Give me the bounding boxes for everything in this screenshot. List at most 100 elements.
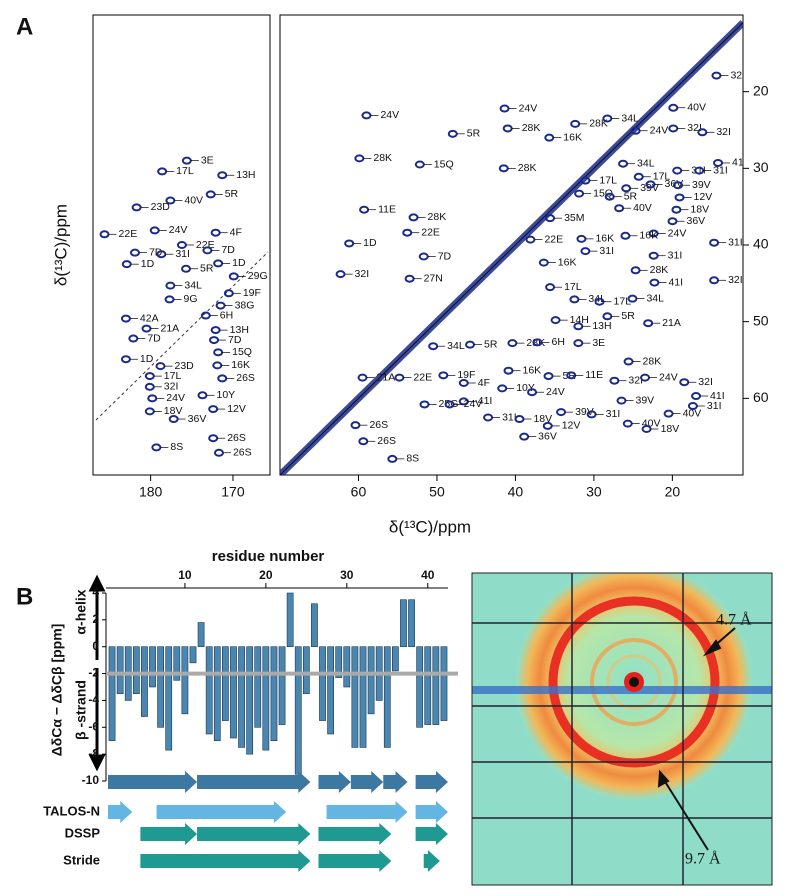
peak-contour — [128, 334, 139, 343]
peak-label: 17L — [176, 165, 194, 177]
bar — [351, 646, 359, 748]
diffraction-frame — [471, 572, 773, 886]
peak-contour — [197, 391, 208, 400]
peak-label: 8S — [406, 453, 419, 465]
peak-contour — [574, 189, 585, 198]
peak-contour — [623, 357, 634, 366]
peak-label: 16K — [639, 230, 658, 242]
y-tick-label: -6 — [88, 719, 99, 733]
peak-contour — [671, 205, 682, 214]
peak-contour — [228, 272, 239, 281]
peak-label: 36V — [188, 413, 207, 425]
direction-arrows — [88, 574, 106, 772]
peak-label: 12V — [694, 191, 713, 203]
peak-contour — [648, 251, 659, 260]
peak-contour — [543, 372, 554, 381]
peak-label: 31I — [175, 248, 190, 260]
bar — [416, 646, 424, 728]
peak-contour — [663, 409, 674, 418]
peak-contour — [210, 228, 221, 237]
peak-label: 24V — [668, 227, 687, 239]
peak-contour — [672, 166, 683, 175]
peak-label: 12V — [562, 420, 581, 432]
x-tick-label: 10 — [178, 568, 192, 582]
peak-label: 27N — [424, 273, 443, 285]
peak-label: 28K — [522, 122, 541, 134]
peak-contour — [217, 171, 228, 180]
peak-contour — [181, 264, 192, 273]
strand-arrow — [156, 801, 287, 823]
peak-contour — [447, 129, 458, 138]
row-label: DSSP — [65, 825, 101, 840]
bar — [108, 646, 116, 742]
strand-arrow — [318, 850, 392, 872]
bar — [205, 646, 213, 735]
peak-contour — [713, 158, 724, 167]
y-axis-label: δ(¹³C)/ppm — [51, 204, 70, 286]
peak-label: 22E — [544, 233, 563, 245]
bar — [359, 646, 367, 748]
peak-label: 26S — [227, 432, 246, 444]
y-tick-label: -10 — [82, 773, 100, 787]
peak-label: 9G — [184, 293, 198, 305]
peak-contour — [147, 394, 158, 403]
peak-label: 32I — [164, 381, 179, 393]
annotation: α-helix — [73, 589, 89, 634]
peak-label: 34L — [184, 279, 202, 291]
peak-contour — [674, 193, 685, 202]
peak-label: 5R — [200, 263, 214, 275]
peak-contour — [208, 405, 219, 414]
peak-label: 35M — [564, 212, 584, 224]
x-tick-label: 40 — [421, 568, 435, 582]
x-axis-label: δ(¹³C)/ppm — [389, 517, 471, 536]
bar — [173, 646, 181, 681]
peak-contour — [542, 421, 553, 430]
peak-label: 6H — [220, 309, 233, 321]
peak-label: 12V — [227, 403, 246, 415]
peak-contour — [609, 376, 620, 385]
peak-contour — [503, 366, 514, 375]
strand-arrow — [350, 771, 384, 793]
peak-contour — [387, 454, 398, 463]
bar — [319, 646, 326, 721]
peak-contour — [465, 340, 476, 349]
peak-contour — [335, 270, 346, 279]
peak-contour — [404, 274, 415, 283]
row-label: Stride — [63, 852, 100, 867]
x-tick-label: 50 — [429, 484, 445, 500]
peak-contour — [668, 124, 679, 133]
peak-label: 22E — [119, 228, 138, 240]
peak-label: 18V — [533, 413, 552, 425]
spectrum-frame — [92, 14, 271, 476]
peak-contour — [210, 326, 221, 335]
peak-contour — [544, 133, 555, 142]
strand-arrow — [423, 850, 440, 872]
peak-contour — [573, 339, 584, 348]
peak-contour — [414, 160, 425, 169]
peak-contour — [164, 295, 175, 304]
bar — [165, 646, 173, 751]
bar — [408, 599, 415, 648]
x-tick-label: 20 — [665, 484, 681, 500]
peak-label: 11E — [378, 204, 396, 216]
peak-contour — [149, 226, 160, 235]
strand-arrow — [415, 823, 448, 845]
peak-contour — [538, 258, 549, 267]
ring-label: 9.7 Å — [685, 850, 721, 868]
peak-contour — [361, 111, 372, 120]
peak-label: 31I — [606, 408, 621, 420]
peak-label: 10Y — [216, 389, 235, 401]
peak-contour — [620, 231, 631, 240]
peak-label: 19F — [457, 369, 475, 381]
peak-label: 15Q — [232, 346, 252, 358]
peak-label: 23D — [151, 201, 171, 213]
peak-label: 4F — [478, 377, 490, 389]
peak-label: 3E — [201, 154, 214, 166]
peak-label: 26S — [233, 447, 252, 459]
peak-label: 26S — [236, 372, 255, 384]
peak-contour — [550, 316, 561, 325]
peak-label: 41I — [478, 395, 493, 407]
x-tick-label: 170 — [221, 484, 245, 500]
annotation: β -strand — [73, 680, 89, 740]
